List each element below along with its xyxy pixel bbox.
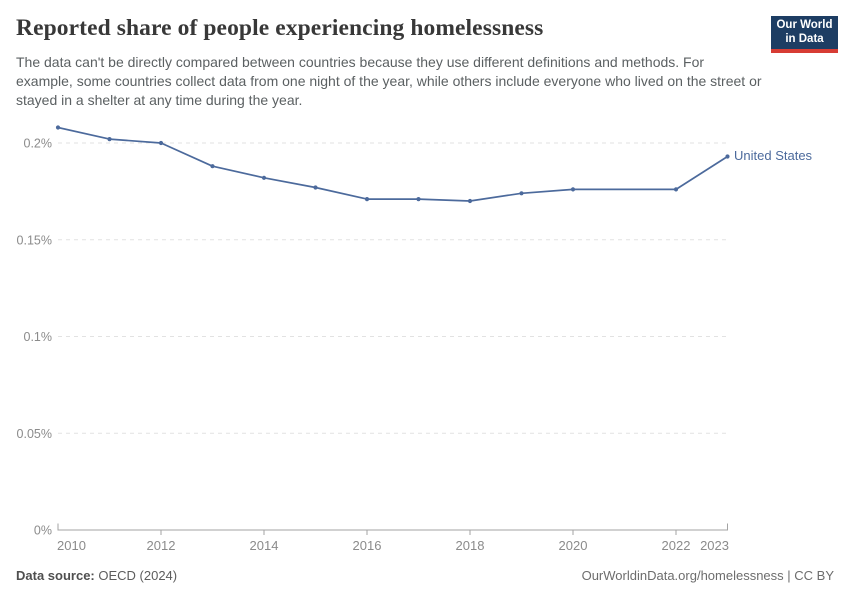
data-source-value: OECD (2024) bbox=[94, 568, 178, 583]
chart-subtitle: The data can't be directly compared betw… bbox=[16, 54, 762, 108]
data-point-marker bbox=[313, 185, 318, 190]
y-tick-label: 0.2% bbox=[24, 137, 53, 151]
data-point-marker bbox=[364, 197, 370, 202]
data-point-marker bbox=[570, 187, 576, 192]
page-title: Reported share of people experiencing ho… bbox=[16, 15, 544, 41]
series-label-united-states: United States bbox=[734, 148, 813, 164]
x-tick-label: 2012 bbox=[147, 538, 176, 553]
data-point-marker bbox=[519, 191, 524, 196]
data-point-marker bbox=[210, 164, 215, 169]
y-tick-label: 0.15% bbox=[17, 233, 52, 247]
x-tick-label: 2014 bbox=[250, 538, 279, 553]
data-point-marker bbox=[55, 125, 61, 130]
data-point-marker bbox=[107, 137, 112, 142]
x-tick-label: 2022 bbox=[662, 538, 691, 553]
x-tick-label: 2010 bbox=[57, 538, 86, 553]
x-tick-label: 2020 bbox=[559, 538, 588, 553]
data-source: Data source: OECD (2024) bbox=[16, 568, 177, 583]
data-source-label: Data source: bbox=[16, 568, 95, 583]
y-tick-label: 0.05% bbox=[17, 427, 52, 441]
data-point-marker bbox=[673, 187, 679, 192]
y-tick-label: 0.1% bbox=[24, 330, 53, 344]
data-point-marker bbox=[467, 198, 473, 204]
chart-footer: Data source: OECD (2024) OurWorldinData.… bbox=[16, 568, 834, 583]
owid-logo[interactable]: Our World in Data bbox=[771, 16, 838, 53]
data-point-marker bbox=[261, 175, 267, 180]
data-point-marker bbox=[725, 154, 730, 159]
series-line bbox=[57, 126, 729, 202]
data-point-marker bbox=[158, 140, 164, 146]
x-tick-label: 2023 bbox=[700, 538, 729, 553]
x-tick-label: 2016 bbox=[353, 538, 382, 553]
owid-logo-line1: Our World bbox=[776, 19, 833, 31]
owid-logo-line2: in Data bbox=[785, 32, 824, 45]
data-point-marker bbox=[416, 197, 421, 202]
x-tick-label: 2018 bbox=[456, 538, 485, 553]
credit-link[interactable]: OurWorldinData.org/homelessness | CC BY bbox=[581, 568, 834, 583]
y-tick-label: 0% bbox=[34, 524, 52, 538]
